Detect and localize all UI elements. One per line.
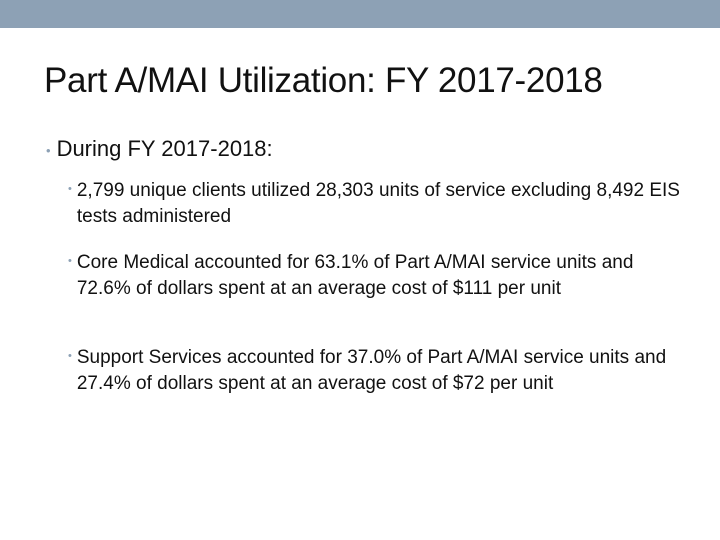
sub-bullet: • Support Services accounted for 37.0% o… bbox=[68, 345, 688, 397]
bullet-icon: • bbox=[68, 183, 72, 195]
bullet-icon: • bbox=[68, 255, 72, 267]
sub-bullet: • Core Medical accounted for 63.1% of Pa… bbox=[68, 250, 688, 302]
sub-bullet: • 2,799 unique clients utilized 28,303 u… bbox=[68, 178, 688, 230]
sub-bullet-text: 2,799 unique clients utilized 28,303 uni… bbox=[76, 180, 680, 227]
slide-title: Part A/MAI Utilization: FY 2017-2018 bbox=[44, 61, 603, 100]
sub-bullet-text: Support Services accounted for 37.0% of … bbox=[76, 347, 667, 394]
bullet-icon: • bbox=[46, 143, 51, 158]
main-bullet: • During FY 2017-2018: bbox=[46, 136, 686, 162]
bullet-icon: • bbox=[68, 350, 72, 362]
main-bullet-text: During FY 2017-2018: bbox=[56, 136, 273, 161]
sub-bullet-text: Core Medical accounted for 63.1% of Part… bbox=[76, 252, 634, 299]
top-accent-band bbox=[0, 0, 720, 28]
